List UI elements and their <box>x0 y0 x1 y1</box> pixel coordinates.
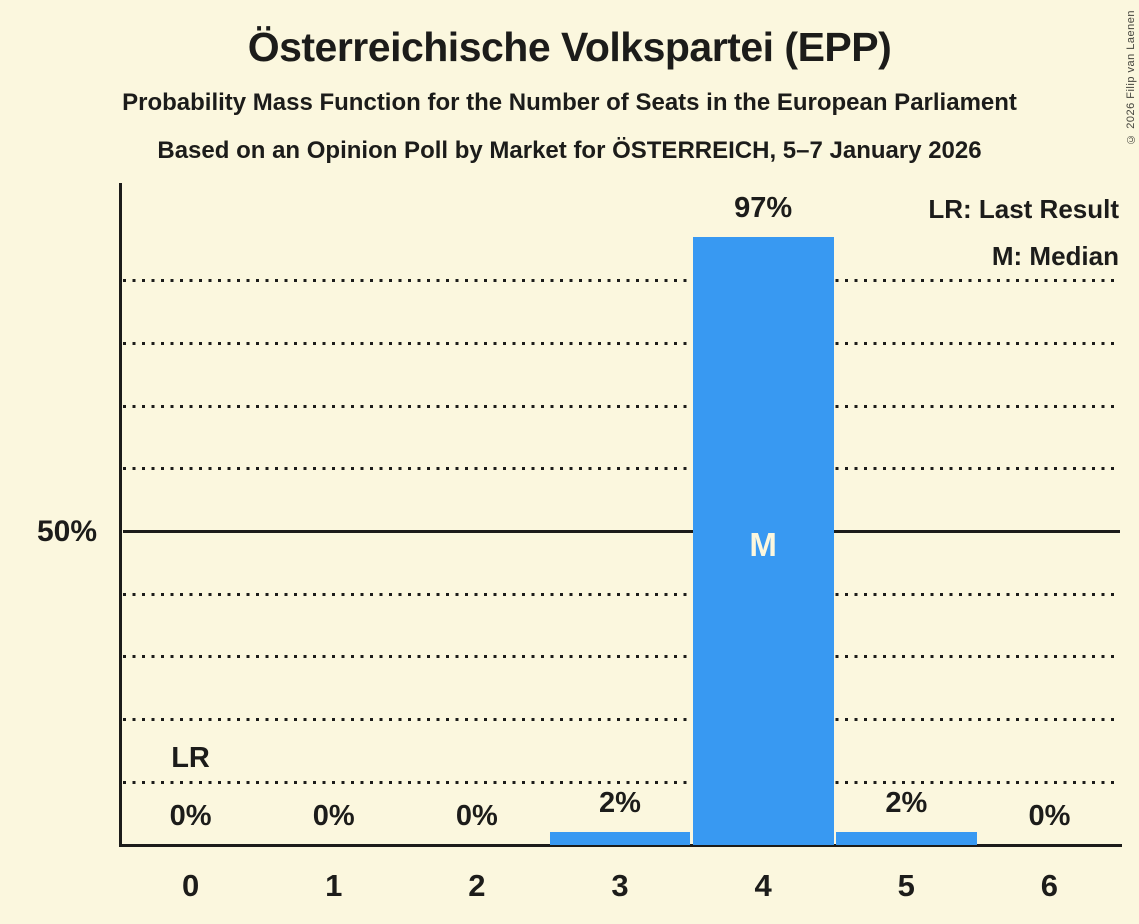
chart-title: Österreichische Volkspartei (EPP) <box>247 24 892 70</box>
gridline-20pct <box>123 718 1120 722</box>
value-label-seat-4: 97% <box>734 191 793 224</box>
median-marker: M <box>749 526 777 563</box>
x-tick-label-1: 1 <box>325 868 343 903</box>
bar-seat-5 <box>835 832 977 845</box>
copyright-notice: © 2026 Filip van Laenen <box>1125 10 1137 145</box>
poll-source-line: Based on an Opinion Poll by Market for Ö… <box>157 137 982 164</box>
x-tick-label-0: 0 <box>181 868 200 903</box>
value-label-seat-1: 0% <box>312 800 355 832</box>
x-axis-line <box>119 844 1122 847</box>
x-tick-label-4: 4 <box>754 868 772 903</box>
bar-seat-4 <box>692 236 834 845</box>
gridline-80pct <box>123 341 1120 345</box>
legend-last-result: LR: Last Result <box>928 194 1119 224</box>
value-label-seat-6: 0% <box>1028 800 1071 832</box>
y-axis-line <box>119 183 122 847</box>
last-result-marker: LR <box>171 742 210 774</box>
gridline-70pct <box>123 404 1120 408</box>
gridline-60pct <box>123 467 1120 471</box>
gridline-90pct <box>123 279 1120 283</box>
x-tick-label-3: 3 <box>611 868 629 903</box>
x-tick-label-2: 2 <box>468 868 486 903</box>
x-tick-label-5: 5 <box>897 868 915 903</box>
gridline-10pct <box>123 780 1120 784</box>
gridline-50pct-solid <box>123 530 1120 533</box>
legend: LR: Last Result M: Median <box>928 186 1119 280</box>
value-label-seat-3: 2% <box>599 787 641 820</box>
value-label-seat-5: 2% <box>885 787 928 820</box>
x-tick-label-6: 6 <box>1040 868 1059 903</box>
y-axis-tick-label: 50% <box>36 514 97 548</box>
value-label-seat-0: 0% <box>169 800 212 832</box>
value-label-seat-2: 0% <box>455 800 498 832</box>
legend-median: M: Median <box>991 241 1119 271</box>
chart-subtitle: Probability Mass Function for the Number… <box>122 89 1017 116</box>
bar-seat-3 <box>549 832 691 845</box>
gridline-40pct <box>123 592 1120 596</box>
gridline-30pct <box>123 655 1120 659</box>
